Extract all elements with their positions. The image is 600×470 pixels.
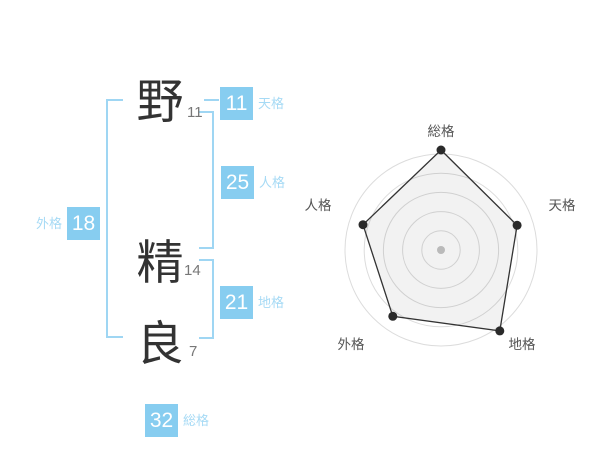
- radar-vertex-dot: [495, 326, 505, 336]
- kanji-given-2: 良: [136, 317, 184, 370]
- stroke-count-given-2: 7: [189, 343, 198, 360]
- radar-data-polygon: [362, 149, 518, 332]
- stroke-count-surname: 11: [187, 104, 203, 121]
- radar-grid-ring: [421, 230, 461, 270]
- gaikaku-label: 外格: [36, 216, 63, 231]
- tenkaku-value-badge: 11: [220, 87, 253, 120]
- radar-vertex-dot: [358, 220, 368, 230]
- gaikaku-bracket: [106, 99, 123, 338]
- soukaku-label: 総格: [183, 413, 210, 428]
- gaikaku-value-badge: 18: [67, 207, 100, 240]
- radar-vertex-dot: [388, 311, 398, 321]
- radar-axis-label: 地格: [509, 337, 537, 352]
- radar-grid-ring: [382, 191, 500, 309]
- radar-axis-label: 総格: [428, 124, 455, 139]
- chikaku-value-badge: 21: [220, 286, 253, 319]
- soukaku-value-badge: 32: [145, 404, 178, 437]
- chikaku-bracket: [199, 259, 214, 339]
- radar-center-dot: [437, 246, 445, 254]
- radar-vertex-dot: [512, 220, 522, 230]
- tenkaku-label: 天格: [258, 96, 285, 111]
- radar-grid-ring: [363, 172, 519, 328]
- radar-axis-label: 天格: [549, 198, 577, 213]
- stroke-count-given-1: 14: [184, 262, 201, 279]
- kanji-given-1: 精: [136, 236, 184, 289]
- kanji-surname: 野: [136, 75, 184, 128]
- jinkaku-label: 人格: [259, 175, 286, 190]
- jinkaku-value-badge: 25: [221, 166, 254, 199]
- radar-vertex-dot: [436, 145, 446, 155]
- jinkaku-bracket: [199, 111, 214, 249]
- radar-axis-label: 外格: [338, 337, 365, 352]
- chikaku-label: 地格: [258, 295, 285, 310]
- radar-grid-ring: [402, 211, 480, 289]
- radar-axis-label: 人格: [305, 198, 332, 213]
